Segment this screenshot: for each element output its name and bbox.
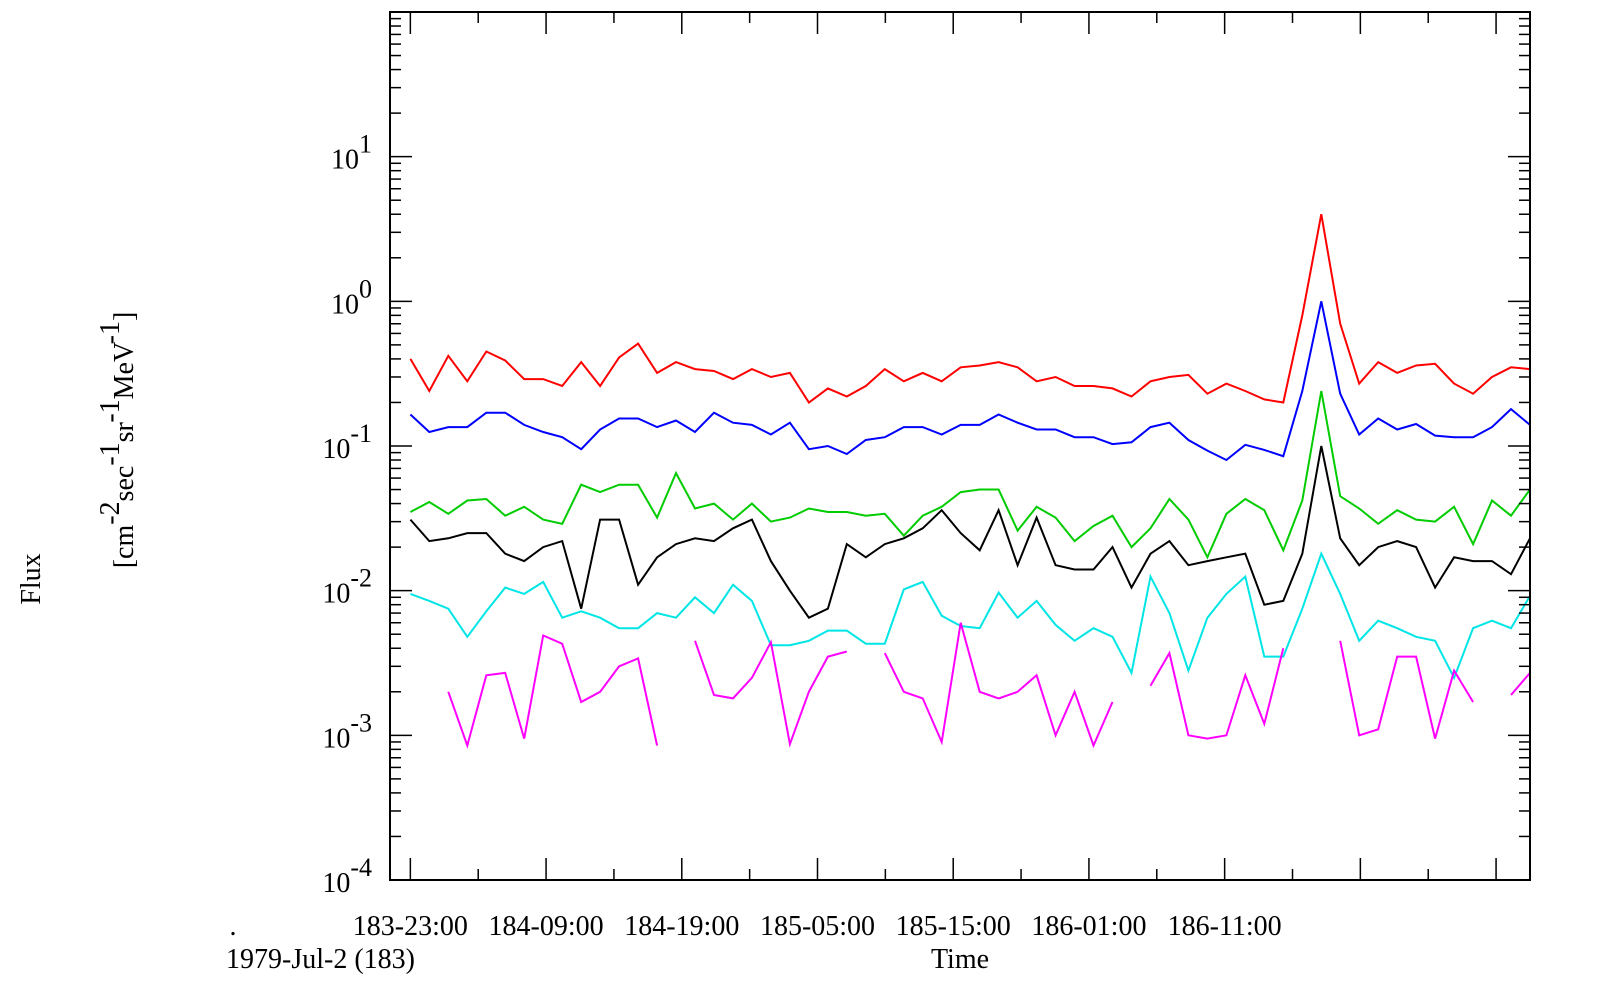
y-tick-label: 10-4 bbox=[322, 853, 372, 899]
y-tick-label: 100 bbox=[331, 274, 372, 320]
x-tick-label: 185-05:00 bbox=[760, 911, 875, 942]
plot-frame bbox=[389, 11, 1531, 881]
date-label: 1979-Jul-2 (183) bbox=[226, 944, 415, 975]
y-tick-labels: 10-4 10-3 10-2 10-1 100 101 bbox=[322, 130, 372, 899]
x-tick-label: 184-09:00 bbox=[489, 911, 604, 942]
y-axis-title: Flux bbox=[16, 553, 47, 604]
x-tick-label: 183-23:00 bbox=[353, 911, 468, 942]
series-line-6 bbox=[1510, 672, 1531, 696]
y-tick-label: 10-1 bbox=[322, 419, 372, 465]
corner-mark: . bbox=[230, 911, 237, 942]
series-line-4 bbox=[409, 445, 1531, 619]
series-line-2 bbox=[409, 301, 1531, 462]
y-tick-label: 101 bbox=[331, 130, 372, 176]
x-tick-label: 184-19:00 bbox=[624, 911, 739, 942]
x-tick-label: 186-11:00 bbox=[1168, 911, 1282, 942]
y-tick-label: 10-3 bbox=[322, 708, 372, 754]
y-axis-units: [cm-2sec-1sr-1MeV-1] bbox=[95, 312, 140, 569]
series-line-1 bbox=[409, 214, 1531, 404]
y-tick-label: 10-2 bbox=[322, 564, 372, 610]
x-tick-labels: 183-23:00 184-09:00 184-19:00 185-05:00 185-… bbox=[353, 911, 1282, 942]
x-tick-label: 186-01:00 bbox=[1031, 911, 1146, 942]
x-tick-label: 185-15:00 bbox=[896, 911, 1011, 942]
series-line-6 bbox=[1149, 647, 1285, 740]
series-line-3 bbox=[409, 390, 1531, 560]
x-axis-title: Time bbox=[931, 944, 989, 975]
series-line-6 bbox=[883, 622, 1114, 749]
series-line-6 bbox=[1339, 640, 1474, 739]
series-line-5 bbox=[410, 551, 1531, 681]
series-line-6 bbox=[694, 639, 848, 748]
series-line-6 bbox=[447, 634, 659, 749]
series-group bbox=[409, 214, 1531, 749]
